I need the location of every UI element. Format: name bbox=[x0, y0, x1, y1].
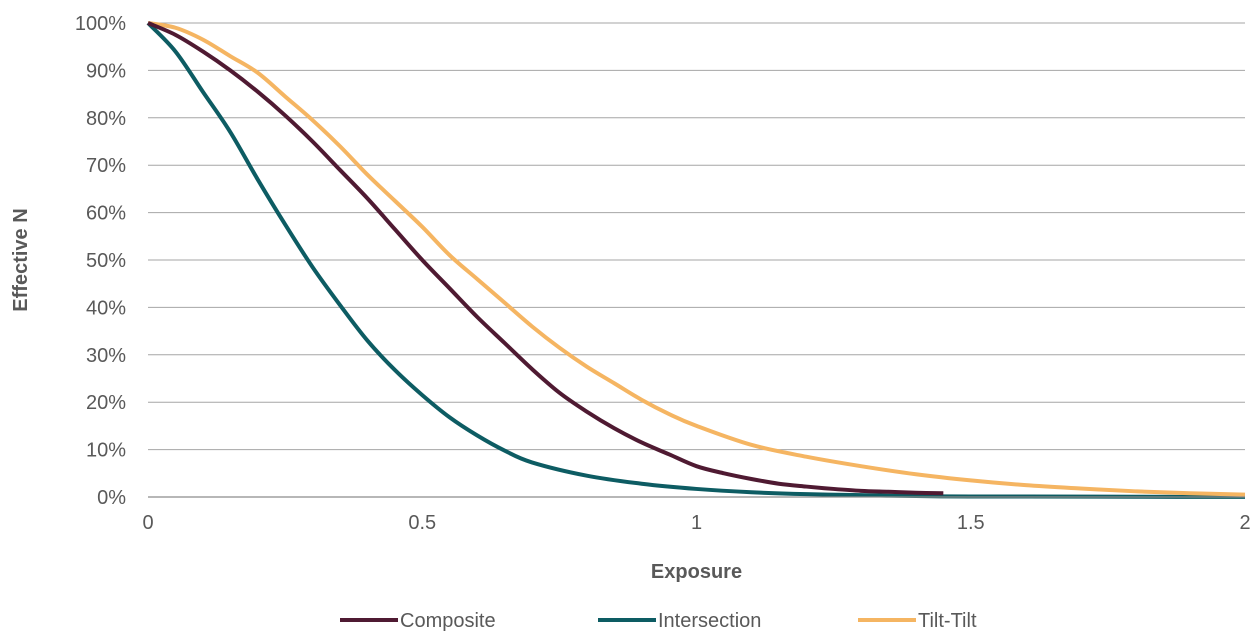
legend-item-intersection: Intersection bbox=[598, 610, 761, 632]
y-tick-label: 0% bbox=[97, 487, 126, 509]
x-tick-label: 0 bbox=[142, 512, 153, 534]
y-tick-label: 50% bbox=[86, 250, 126, 272]
series-lines bbox=[146, 21, 1246, 499]
legend-item-tilt-tilt: Tilt-Tilt bbox=[858, 610, 977, 632]
y-tick-label: 10% bbox=[86, 440, 126, 462]
y-tick-label: 80% bbox=[86, 108, 126, 130]
y-tick-label: 90% bbox=[86, 60, 126, 82]
gridlines bbox=[148, 22, 1245, 451]
x-axis-title: Exposure bbox=[651, 561, 742, 583]
legend-label: Tilt-Tilt bbox=[918, 610, 977, 632]
series-line-intersection bbox=[146, 21, 1246, 499]
y-tick-label: 30% bbox=[86, 345, 126, 367]
x-tick-label: 1.5 bbox=[957, 512, 985, 534]
y-tick-label: 20% bbox=[86, 392, 126, 414]
legend-label: Intersection bbox=[658, 610, 761, 632]
legend-label: Composite bbox=[400, 610, 496, 632]
legend: Composite Intersection Tilt-Tilt bbox=[340, 610, 977, 632]
x-tick-label: 2 bbox=[1239, 512, 1250, 534]
series-line-composite bbox=[147, 21, 944, 496]
y-tick-label: 70% bbox=[86, 155, 126, 177]
y-tick-label: 40% bbox=[86, 297, 126, 319]
legend-item-composite: Composite bbox=[340, 610, 496, 632]
series-line-tilt-tilt bbox=[147, 21, 1246, 497]
x-tick-label: 0.5 bbox=[408, 512, 436, 534]
y-tick-label: 100% bbox=[75, 13, 126, 35]
y-tick-label: 60% bbox=[86, 203, 126, 225]
x-tick-label: 1 bbox=[691, 512, 702, 534]
y-axis-title: Effective N bbox=[10, 208, 32, 311]
x-axis-tick-labels: 0 0.5 1 1.5 2 bbox=[142, 512, 1250, 534]
y-axis-tick-labels: 0% 10% 20% 30% 40% 50% 60% 70% 80% 90% 100% bbox=[75, 13, 126, 509]
